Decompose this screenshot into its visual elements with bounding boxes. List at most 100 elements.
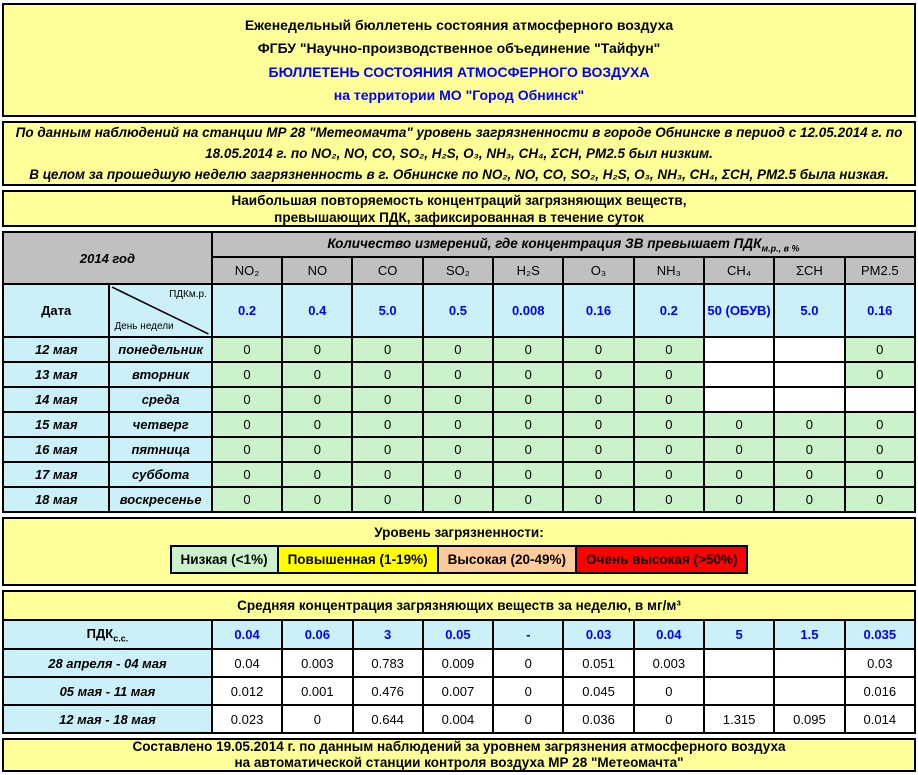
pollutant-header-so2: SO₂ [421,256,495,285]
value-cell: 0 [632,436,705,463]
pollutant-header-co: CO [351,256,424,285]
value-cell: 0 [492,386,565,413]
avg-value-cell: 0.783 [351,648,424,678]
pollutant-header-ch4: CH₄ [702,256,776,285]
value-cell: 0 [351,436,424,463]
date-cell: 15 мая [1,411,111,438]
pollutant-header-no: NO [281,256,354,285]
value-cell: 0 [210,411,284,438]
empty-cell [773,386,846,413]
value-cell: 0 [421,436,495,463]
legend-item-elevated: Повышенная (1-19%) [276,545,439,574]
header-block: Еженедельный бюллетень состояния атмосфе… [2,3,916,117]
exceedance-row-saturday: 17 мая суббота 0 0 0 0 0 0 0 0 0 0 [1,461,917,488]
avg-value-cell: 0.051 [562,648,635,678]
exceedance-title-line1: Наибольшая повторяемость концентраций за… [231,192,687,208]
pdk-ss-value: 1.5 [773,619,846,650]
pdk-mr-value: 5.0 [773,283,846,338]
value-cell: 0 [492,336,565,363]
date-cell: 12 мая [1,336,111,363]
pollutant-header-no2: NO₂ [210,256,284,285]
date-cell: 16 мая [1,436,111,463]
value-cell: 0 [351,411,424,438]
exceedance-header-row-1: 2014 год Количество измерений, где конце… [2,231,917,285]
avg-table-title: Средняя концентрация загрязняющих вещест… [2,590,916,621]
value-cell: 0 [210,336,284,363]
value-cell: 0 [492,436,565,463]
avg-week-row: 12 мая - 18 мая 0.023 0 0.644 0.004 0 0.… [2,704,917,734]
avg-value-cell: 0.003 [281,648,354,678]
value-cell: 0 [843,486,917,513]
avg-value-cell: 0.016 [843,676,917,706]
avg-value-cell: 0 [492,676,565,706]
value-cell: 0 [281,386,354,413]
value-cell: 0 [702,436,776,463]
value-cell: 0 [843,461,917,488]
value-cell: 0 [210,461,284,488]
pollutant-header-o3: O₃ [562,256,635,285]
value-cell: 0 [702,486,776,513]
value-cell: 0 [562,336,635,363]
avg-value-cell: 0.009 [421,648,495,678]
value-cell: 0 [843,436,917,463]
value-cell: 0 [351,361,424,388]
pollutant-header-sch: ΣCH [773,256,846,285]
value-cell: 0 [492,411,565,438]
value-cell: 0 [492,461,565,488]
value-cell: 0 [632,486,705,513]
exceedance-row-tuesday: 13 мая вторник 0 0 0 0 0 0 0 0 [1,361,917,388]
legend-item-low: Низкая (<1%) [169,545,279,574]
pdk-ss-value: 0.04 [210,619,284,650]
avg-week-row: 05 мая - 11 мая 0.012 0.001 0.476 0.007 … [2,676,917,706]
measure-header-cell: Количество измерений, где концентрация З… [210,231,917,258]
avg-value-cell [773,676,846,706]
pdk-ss-value: 0.035 [843,619,917,650]
pdk-mr-value: 0.2 [632,283,705,338]
exceedance-row-friday: 16 мая пятница 0 0 0 0 0 0 0 0 0 0 [1,436,917,463]
pdk-mr-value: 0.5 [421,283,495,338]
avg-week-row: 28 апреля - 04 мая 0.04 0.003 0.783 0.00… [2,648,917,678]
pdk-mr-value: 0.008 [492,283,565,338]
value-cell: 0 [421,361,495,388]
diagonal-split-cell: ПДКм.р. День недели [108,283,213,338]
value-cell: 0 [562,411,635,438]
pollutant-header-row: NO₂ NO CO SO₂ H₂S O₃ NH₃ CH₄ ΣCH PM2.5 [3,256,917,285]
weekday-cell: среда [108,386,213,413]
avg-value-cell: 0.644 [351,704,424,734]
date-cell: 13 мая [1,361,111,388]
value-cell: 0 [562,361,635,388]
value-cell: 0 [562,386,635,413]
empty-cell [702,386,776,413]
pdk-ss-value: 5 [702,619,776,650]
exceedance-title-block: Наибольшая повторяемость концентраций за… [2,190,916,227]
pdk-mr-value: 5.0 [351,283,424,338]
avg-value-cell: 0.045 [562,676,635,706]
diagonal-line [110,285,210,336]
pdk-ss-row: ПДКс.с. 0.04 0.06 3 0.05 - 0.03 0.04 5 1… [2,619,917,650]
value-cell: 0 [351,461,424,488]
measure-header-subscript: м.р., в % [761,243,800,254]
value-cell: 0 [632,386,705,413]
value-cell: 0 [281,486,354,513]
bulletin-main-title: БЮЛЛЕТЕНЬ СОСТОЯНИЯ АТМОСФЕРНОГО ВОЗДУХА [268,63,650,80]
avg-value-cell [702,648,776,678]
exceedance-title-line2: превышающих ПДК, зафиксированная в течен… [274,209,644,225]
avg-value-cell: 0.023 [210,704,284,734]
value-cell: 0 [562,486,635,513]
weekday-cell: воскресенье [108,486,213,513]
value-cell: 0 [773,436,846,463]
pdk-ss-value: 0.04 [632,619,705,650]
avg-value-cell: 0.04 [210,648,284,678]
value-cell: 0 [351,336,424,363]
avg-value-cell: 0 [492,704,565,734]
pdk-ss-value: 0.06 [281,619,354,650]
value-cell: 0 [210,386,284,413]
avg-value-cell: 0.03 [843,648,917,678]
value-cell: 0 [843,361,917,388]
value-cell: 0 [562,436,635,463]
pollutant-header-nh3: NH₃ [632,256,705,285]
value-cell: 0 [421,411,495,438]
value-cell: 0 [421,336,495,363]
value-cell: 0 [562,461,635,488]
value-cell: 0 [843,336,917,363]
